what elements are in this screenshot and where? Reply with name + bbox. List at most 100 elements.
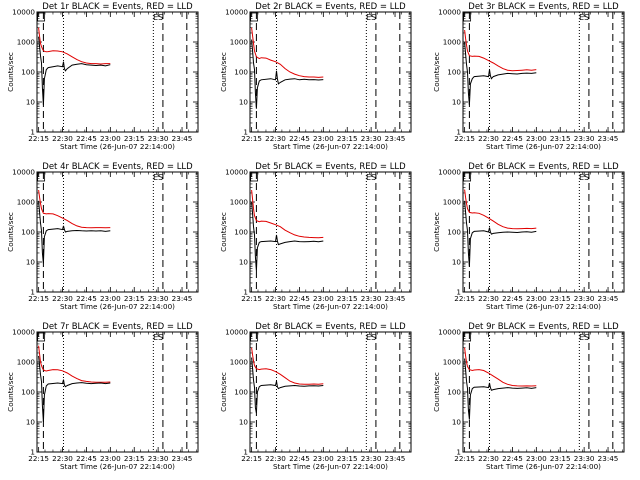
events-series-line — [464, 358, 537, 420]
plot-title: Det 2r BLACK = Events, RED = LLD — [255, 2, 406, 12]
y-tick-label: 100 — [447, 68, 461, 77]
plot-frame — [36, 171, 199, 293]
x-tick-label: 23:00 — [526, 134, 547, 143]
x-tick-label: 23:30 — [361, 454, 382, 463]
plot-title: Det 6r BLACK = Events, RED = LLD — [468, 162, 619, 172]
x-tick-label: 23:30 — [574, 134, 595, 143]
y-tick-label: 10000 — [438, 8, 461, 17]
detector-plot-5: Det 5r BLACK = Events, RED = LLD 1 10 100 10… — [219, 162, 412, 311]
events-series-line — [464, 200, 537, 267]
x-tick-label: 23:30 — [148, 454, 169, 463]
x-tick-label: 23:00 — [313, 294, 334, 303]
start-marker-box — [463, 12, 472, 22]
lld-series-line — [38, 27, 111, 65]
detector-plot-4: Det 4r BLACK = Events, RED = LLD 1 10 100 10… — [6, 162, 199, 311]
es-marker-label: ES — [366, 13, 376, 22]
plot-frame — [36, 11, 199, 133]
x-tick-label: 22:30 — [265, 134, 286, 143]
y-tick-label: 1 — [30, 288, 35, 297]
y-tick-label: 1000 — [443, 198, 462, 207]
x-tick-label: 22:30 — [265, 294, 286, 303]
y-tick-label: 1 — [30, 448, 35, 457]
y-tick-label: 10 — [26, 258, 36, 267]
y-axis-label: Counts/sec — [6, 52, 15, 92]
y-tick-label: 1 — [456, 288, 461, 297]
es-marker-label: ES — [579, 333, 589, 342]
x-tick-label: 22:45 — [76, 134, 97, 143]
y-tick-label: 10000 — [438, 328, 461, 337]
x-tick-label: 23:00 — [100, 134, 121, 143]
y-tick-label: 10 — [239, 258, 249, 267]
plot-title: Det 5r BLACK = Events, RED = LLD — [255, 162, 406, 172]
lld-series-line — [464, 30, 537, 72]
detector-plot-6: Det 6r BLACK = Events, RED = LLD 1 10 100 10… — [432, 162, 625, 311]
events-series-line — [251, 201, 324, 272]
x-tick-label: 22:30 — [478, 134, 499, 143]
start-marker-box — [250, 172, 259, 182]
x-tick-label: 22:15 — [454, 134, 475, 143]
x-axis-label: Start Time (26-Jun-07 22:14:00) — [273, 302, 388, 311]
y-tick-label: 1 — [30, 128, 35, 137]
x-tick-label: 23:15 — [550, 454, 571, 463]
y-tick-label: 1000 — [230, 198, 249, 207]
lld-series-line — [251, 347, 324, 385]
y-tick-label: 10000 — [12, 8, 35, 17]
y-tick-label: 100 — [234, 228, 248, 237]
x-tick-label: 22:30 — [265, 454, 286, 463]
y-tick-label: 10000 — [225, 328, 248, 337]
events-series-line — [38, 355, 111, 423]
x-tick-label: 22:45 — [502, 134, 523, 143]
plot-title: Det 9r BLACK = Events, RED = LLD — [468, 322, 619, 332]
x-tick-label: 23:15 — [337, 134, 358, 143]
x-tick-label: 23:30 — [148, 134, 169, 143]
plot-frame — [249, 171, 412, 293]
x-tick-label: 23:00 — [313, 454, 334, 463]
x-tick-label: 23:45 — [598, 294, 619, 303]
start-marker-box — [250, 332, 259, 342]
x-tick-label: 23:15 — [337, 454, 358, 463]
detector-plot-9: Det 9r BLACK = Events, RED = LLD 1 10 100 10… — [432, 322, 625, 471]
x-tick-label: 23:00 — [100, 294, 121, 303]
y-tick-label: 100 — [234, 68, 248, 77]
x-tick-label: 22:30 — [478, 454, 499, 463]
x-tick-label: 23:30 — [574, 294, 595, 303]
y-tick-label: 100 — [447, 388, 461, 397]
x-tick-label: 23:15 — [337, 294, 358, 303]
x-tick-label: 23:00 — [313, 134, 334, 143]
lld-series-line — [464, 347, 537, 387]
x-tick-label: 23:00 — [100, 454, 121, 463]
start-marker-box — [250, 12, 259, 22]
x-axis-label: Start Time (26-Jun-07 22:14:00) — [273, 142, 388, 151]
x-tick-label: 23:30 — [574, 454, 595, 463]
y-tick-label: 1000 — [17, 38, 36, 47]
x-tick-label: 23:15 — [124, 454, 145, 463]
x-tick-label: 22:45 — [76, 454, 97, 463]
es-marker-label: ES — [579, 13, 589, 22]
es-marker-label: ES — [153, 333, 163, 342]
y-tick-label: 10 — [452, 258, 462, 267]
events-series-line — [38, 200, 111, 264]
x-tick-label: 22:45 — [289, 454, 310, 463]
es-marker-label: ES — [366, 173, 376, 182]
x-tick-label: 22:30 — [52, 134, 73, 143]
lld-series-line — [251, 27, 324, 78]
x-axis-label: Start Time (26-Jun-07 22:14:00) — [486, 302, 601, 311]
x-tick-label: 23:15 — [124, 294, 145, 303]
x-tick-label: 23:00 — [526, 294, 547, 303]
x-tick-label: 22:30 — [52, 454, 73, 463]
start-marker-box — [37, 332, 46, 342]
start-marker-box — [37, 12, 46, 22]
x-tick-label: 22:30 — [52, 294, 73, 303]
es-marker-label: ES — [153, 13, 163, 22]
x-axis-label: Start Time (26-Jun-07 22:14:00) — [60, 462, 175, 471]
y-tick-label: 1 — [456, 448, 461, 457]
y-axis-label: Counts/sec — [432, 372, 441, 412]
detector-plot-1: Det 1r BLACK = Events, RED = LLD 1 10 100 10… — [6, 2, 199, 151]
x-tick-label: 22:45 — [502, 294, 523, 303]
x-tick-label: 23:45 — [385, 134, 406, 143]
plot-frame — [249, 331, 412, 453]
lld-series-line — [38, 190, 111, 229]
x-axis-label: Start Time (26-Jun-07 22:14:00) — [273, 462, 388, 471]
x-tick-label: 23:45 — [385, 454, 406, 463]
x-tick-label: 23:45 — [385, 294, 406, 303]
